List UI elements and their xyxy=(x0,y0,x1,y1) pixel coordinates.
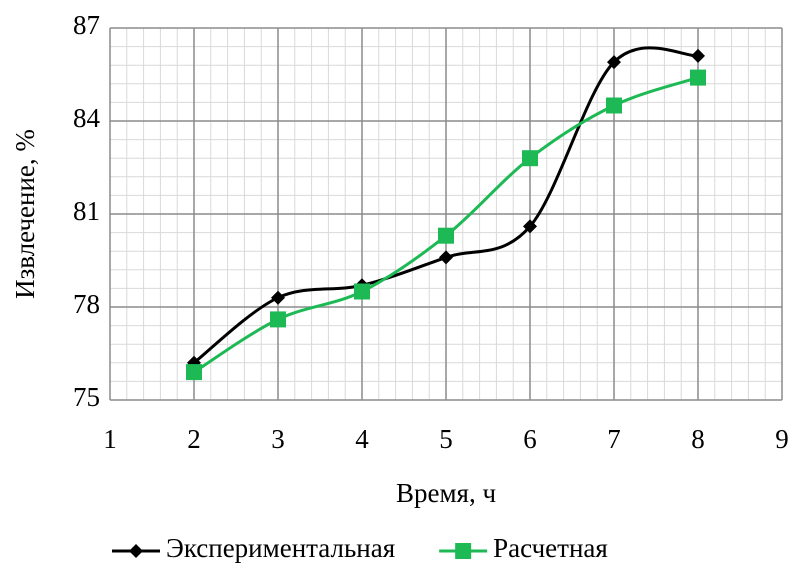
x-tick-label: 5 xyxy=(439,424,453,454)
y-tick-label: 75 xyxy=(73,382,100,412)
x-tick-label: 1 xyxy=(103,424,117,454)
legend-label: Расчетная xyxy=(493,533,608,563)
x-tick-label: 9 xyxy=(775,424,789,454)
x-tick-label: 7 xyxy=(607,424,621,454)
x-tick-label: 2 xyxy=(187,424,201,454)
data-point xyxy=(606,97,622,114)
data-point xyxy=(186,364,202,381)
legend-marker xyxy=(455,543,472,559)
data-point xyxy=(522,150,538,167)
data-point xyxy=(438,227,454,244)
x-tick-label: 3 xyxy=(271,424,285,454)
y-tick-label: 87 xyxy=(73,10,100,40)
x-tick-label: 6 xyxy=(523,424,537,454)
y-axis-label: Извлечение, % xyxy=(10,129,40,299)
legend-marker xyxy=(129,544,143,558)
y-tick-label: 78 xyxy=(73,289,100,319)
data-point xyxy=(271,290,285,305)
y-tick-label: 81 xyxy=(73,196,100,226)
data-point xyxy=(354,283,370,300)
x-tick-label: 8 xyxy=(691,424,705,454)
y-tick-label: 84 xyxy=(73,103,101,133)
data-point xyxy=(270,311,286,328)
x-tick-label: 4 xyxy=(355,424,369,454)
legend-label: Экспериментальная xyxy=(166,533,395,563)
data-point xyxy=(607,55,621,70)
data-point xyxy=(439,250,453,265)
data-point xyxy=(691,48,705,63)
data-point xyxy=(690,69,706,86)
data-point xyxy=(523,219,537,234)
x-axis-label: Время, ч xyxy=(396,478,496,508)
